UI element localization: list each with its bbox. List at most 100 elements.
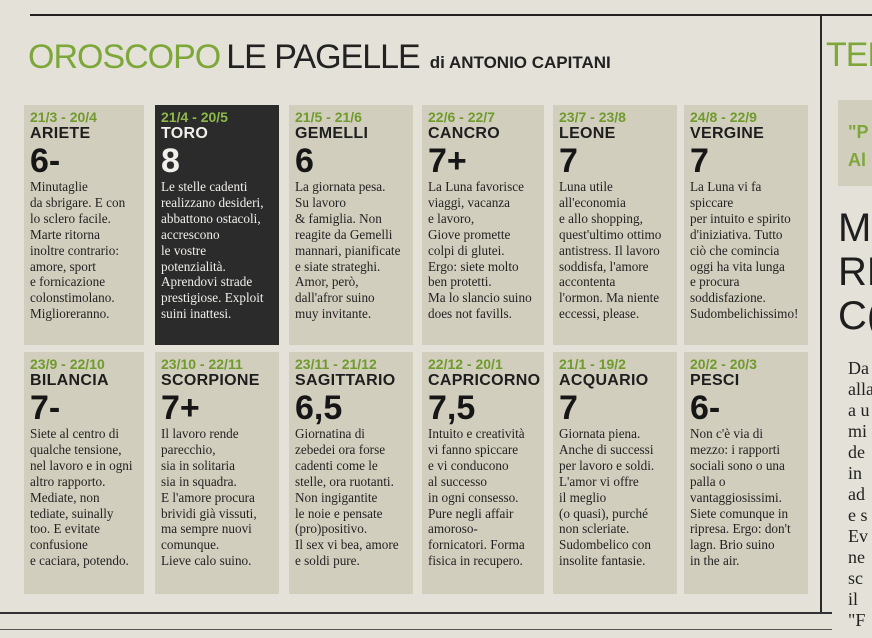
- sign-card: 21/3 - 20/4 ARIETE 6- Minutaglie da sbrigare…: [24, 105, 144, 345]
- forecast-line: ciò che comincia: [690, 242, 780, 258]
- forecast-line: mezzo: i rapporti: [690, 441, 781, 457]
- sign-name: SCORPIONE: [161, 372, 260, 389]
- forecast-line: Il sex vi bea, amore: [295, 537, 399, 553]
- forecast-line: Lieve calo suino.: [161, 553, 252, 569]
- sign-forecast: La Luna favorisce viaggi, vacanza e lavoro…: [428, 179, 538, 322]
- sign-dates: 23/10 - 22/11: [161, 356, 243, 372]
- forecast-line: Il lavoro rende: [161, 426, 239, 441]
- bottom-rule: [0, 612, 832, 614]
- forecast-line: La giornata pesa.: [295, 179, 386, 194]
- forecast-line: does not favills.: [428, 306, 512, 322]
- forecast-line: stelle, ora ruotanti.: [295, 473, 394, 489]
- forecast-line: confusione: [30, 537, 88, 553]
- sign-grade: 7,5: [428, 389, 476, 427]
- sign-forecast: Minutaglie da sbrigare. E con lo sclero fa…: [30, 179, 138, 322]
- forecast-line: e caciara, potendo.: [30, 553, 129, 569]
- byline: di ANTONIO CAPITANI: [429, 53, 611, 72]
- forecast-line: il meglio: [559, 489, 607, 505]
- forecast-line: sia in solitaria: [161, 457, 235, 473]
- bottom-rule-thin: [0, 629, 832, 630]
- forecast-line: inoltre contrario:: [30, 242, 119, 258]
- forecast-line: fornicatori. Forma: [428, 537, 525, 553]
- sign-grade: 7+: [428, 142, 467, 180]
- forecast-line: ben protetti.: [428, 274, 492, 290]
- forecast-line: quest'ultimo ottimo: [559, 226, 662, 242]
- sign-name: VERGINE: [690, 125, 765, 142]
- forecast-line: viaggi, vacanza: [428, 194, 511, 210]
- sign-grade: 6-: [690, 389, 721, 427]
- sign-name: ACQUARIO: [559, 372, 649, 389]
- sign-dates: 21/5 - 21/6: [295, 109, 362, 125]
- forecast-line: Sudombelichissimo!: [690, 306, 799, 322]
- sign-grade: 7+: [161, 389, 200, 427]
- forecast-line: qualche tensione,: [30, 441, 122, 457]
- forecast-line: & famiglia. Non: [295, 210, 382, 226]
- forecast-line: soddisfazione.: [690, 290, 766, 306]
- forecast-line: La Luna vi fa: [690, 179, 762, 194]
- forecast-line: reagite da Gemelli: [295, 226, 393, 242]
- forecast-line: Marte ritorna: [30, 226, 100, 242]
- forecast-line: antistress. Il lavoro: [559, 242, 660, 258]
- forecast-line: amoroso-: [428, 521, 478, 537]
- sign-grade: 7: [559, 142, 578, 180]
- forecast-line: vantaggiosissimi.: [690, 489, 782, 505]
- forecast-line: Siete comunque in: [690, 505, 789, 521]
- sign-forecast: Luna utile all'economia e allo shopping, qu…: [559, 179, 671, 322]
- forecast-line: Intuito e creatività: [428, 426, 525, 441]
- masthead: OROSCOPO LE PAGELLE di ANTONIO CAPITANI: [28, 38, 611, 77]
- sign-dates: 24/8 - 22/9: [690, 109, 757, 125]
- forecast-line: zebedei ora forse: [295, 441, 386, 457]
- forecast-line: lo sclero facile.: [30, 210, 111, 226]
- forecast-line: Giove promette: [428, 226, 511, 242]
- forecast-line: muy invitante.: [295, 306, 372, 322]
- sign-forecast: Giornatina di zebedei ora forse cadenti co…: [295, 426, 407, 569]
- forecast-line: (pro)positivo.: [295, 521, 368, 537]
- sign-forecast: Siete al centro di qualche tensione, nel l…: [30, 426, 138, 569]
- sign-name: LEONE: [559, 125, 616, 142]
- sign-dates: 21/1 - 19/2: [559, 356, 626, 372]
- forecast-line: e allo shopping,: [559, 210, 643, 226]
- forecast-line: e procura: [690, 274, 740, 290]
- forecast-line: d'iniziativa. Tutto: [690, 226, 783, 242]
- sign-grade: 8: [161, 142, 180, 180]
- forecast-line: Giornata piena.: [559, 426, 641, 441]
- forecast-line: accontenta: [559, 274, 616, 290]
- sign-forecast: Intuito e creatività vi fanno spiccare e v…: [428, 426, 538, 569]
- sidebar-body: Da alla a u mi de in ad e s Ev ne sc il "F: [848, 358, 872, 630]
- sign-forecast: La Luna vi fa spiccare per intuito e spiri…: [690, 179, 802, 322]
- forecast-line: e lavoro,: [428, 210, 475, 226]
- sidebar-title: TEL: [826, 36, 872, 74]
- forecast-line: Luna utile: [559, 179, 613, 194]
- forecast-line: mannari, pianificate: [295, 242, 401, 258]
- sidebar-quote-box: [838, 100, 872, 186]
- forecast-line: La Luna favorisce: [428, 179, 524, 194]
- forecast-line: per lavoro e soldi.: [559, 457, 655, 473]
- forecast-line: colonstimolano.: [30, 290, 115, 306]
- forecast-line: cadenti come le: [295, 457, 378, 473]
- forecast-line: Miglioreranno.: [30, 306, 110, 322]
- sign-name: ARIETE: [30, 125, 91, 142]
- forecast-line: E l'amore procura: [161, 489, 255, 505]
- forecast-line: ma sempre nuovi: [161, 521, 252, 537]
- sign-card: 23/7 - 23/8 LEONE 7 Luna utile all'economia e…: [553, 105, 677, 345]
- forecast-line: spiccare: [690, 194, 734, 210]
- sign-dates: 21/3 - 20/4: [30, 109, 97, 125]
- forecast-line: prestigiose. Exploit: [161, 290, 264, 306]
- forecast-line: l'ormon. Ma niente: [559, 290, 660, 306]
- sign-grade: 6,5: [295, 389, 343, 427]
- forecast-line: Giornatina di: [295, 426, 365, 441]
- sign-name: PESCI: [690, 372, 740, 389]
- sign-name: GEMELLI: [295, 125, 369, 142]
- forecast-line: Minutaglie: [30, 179, 88, 194]
- forecast-line: Ergo: siete molto: [428, 258, 519, 274]
- sidebar-quote-text: "P Al: [848, 122, 869, 170]
- forecast-line: le noie e pensate: [295, 505, 383, 521]
- forecast-line: tediate, suinally: [30, 505, 114, 521]
- sidebar-headline: MREC(: [838, 206, 872, 338]
- sign-name: BILANCIA: [30, 372, 109, 389]
- forecast-line: Non c'è via di: [690, 426, 764, 441]
- forecast-line: dall'afror suino: [295, 290, 375, 306]
- forecast-line: insolite fantasie.: [559, 553, 646, 569]
- forecast-line: Aprendovi strade: [161, 274, 253, 290]
- sign-name: TORO: [161, 125, 209, 142]
